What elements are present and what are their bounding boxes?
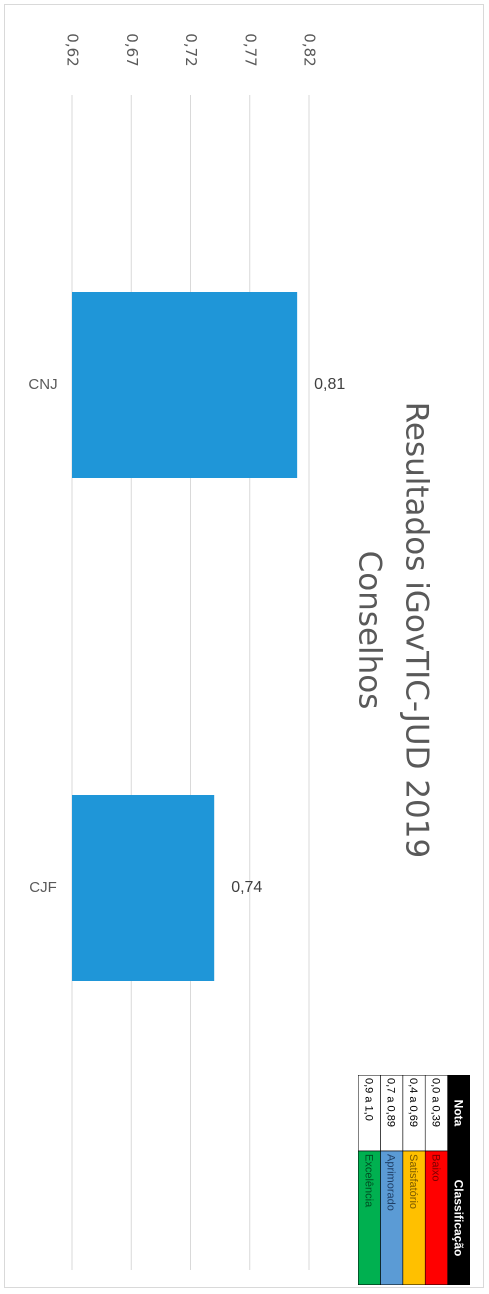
axis-tick-label: 0,72 xyxy=(182,33,200,66)
bar-cjf xyxy=(72,795,215,981)
category-label: CNJ xyxy=(28,376,57,393)
axis-tick-label: 0,62 xyxy=(64,33,82,66)
legend-rotated-group: Nota Classificação 0,0 a 0,39 Baixo 0,4 a 0,… xyxy=(358,1075,470,1285)
category-label: CJF xyxy=(29,879,57,896)
category-labels: CNJ CJF xyxy=(28,376,57,896)
chart-frame xyxy=(4,4,484,1288)
value-labels: 0,81 0,74 xyxy=(231,376,345,896)
legend-class-text: Baixo xyxy=(429,1154,441,1182)
axis-tick-label: 0,82 xyxy=(301,33,319,66)
classification-legend-table: Nota Classificação 0,0 a 0,39 Baixo 0,4 a 0,… xyxy=(358,1075,470,1285)
axis-tick-label: 0,67 xyxy=(123,33,141,66)
axis-tick-label: 0,77 xyxy=(241,33,259,66)
legend-range-text: 0,9 a 1,0 xyxy=(362,1078,374,1121)
legend-range-text: 0,7 a 0,89 xyxy=(385,1078,397,1127)
legend-header-bg xyxy=(447,1075,470,1285)
legend-table-graphic: Nota Classificação 0,0 a 0,39 Baixo 0,4 a 0,… xyxy=(358,1075,470,1285)
gridlines xyxy=(71,95,310,1270)
legend-range-text: 0,0 a 0,39 xyxy=(429,1078,441,1127)
axis-tick-labels: 0,62 0,67 0,72 0,77 0,82 xyxy=(64,33,319,66)
title-line-main: Resultados iGovTIC-JUD 2019 xyxy=(399,402,435,858)
legend-range-text: 0,4 a 0,69 xyxy=(407,1078,419,1127)
bar-cnj xyxy=(72,292,298,478)
legend-class-text: Excelência xyxy=(362,1154,374,1208)
bars xyxy=(72,292,298,981)
chart-title: Resultados iGovTIC-JUD 2019 Conselhos xyxy=(352,402,435,858)
legend-class-text: Aprimorado xyxy=(385,1154,397,1211)
legend-header-cell: Nota xyxy=(452,1100,466,1127)
value-label: 0,74 xyxy=(231,879,262,896)
legend-class-text: Satisfatório xyxy=(407,1154,419,1209)
legend-header-cell: Classificação xyxy=(452,1180,466,1257)
value-label: 0,81 xyxy=(314,376,345,393)
title-line-sub: Conselhos xyxy=(352,551,388,710)
